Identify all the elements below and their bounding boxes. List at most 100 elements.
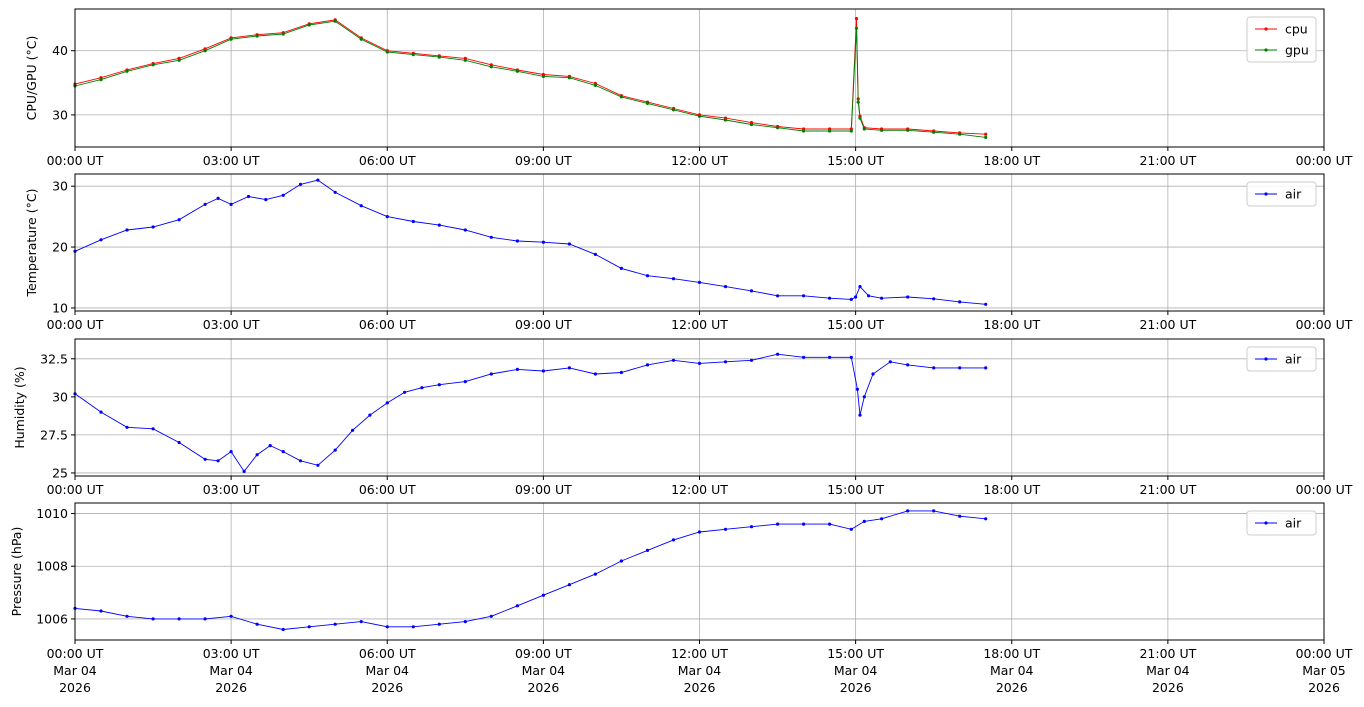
legend: air xyxy=(1246,181,1317,207)
data-point-air xyxy=(316,178,320,182)
y-tick-label: 25 xyxy=(52,465,68,480)
x-tick-date: Mar 04 xyxy=(522,663,566,678)
data-point-gpu xyxy=(862,127,866,131)
data-point-air xyxy=(541,369,546,373)
data-point-air xyxy=(932,366,936,370)
data-point-air xyxy=(411,625,415,629)
y-tick-label: 1010 xyxy=(36,506,68,521)
data-point-air xyxy=(776,522,780,526)
x-tick-year: 2026 xyxy=(1152,680,1184,695)
legend-marker-air xyxy=(1264,192,1268,196)
panel-1: 30 40 00:00 UT 03:00 UT 06:00 UT 09:00 UT 12:0… xyxy=(24,8,1353,168)
y-tick-label: 40 xyxy=(52,43,68,58)
data-point-air xyxy=(333,622,337,626)
data-point-gpu xyxy=(802,129,806,133)
data-point-gpu xyxy=(749,122,754,127)
x-tick-date: Mar 04 xyxy=(53,663,97,678)
x-tick-label: 06:00 UT xyxy=(359,482,416,497)
data-point-air xyxy=(515,604,520,608)
data-point-air xyxy=(749,289,754,293)
data-point-air xyxy=(229,614,233,618)
legend-label-cpu: cpu xyxy=(1285,22,1308,37)
data-point-air xyxy=(385,625,389,629)
x-tick-label: 15:00 UT xyxy=(827,153,884,168)
data-point-air xyxy=(437,223,441,227)
y-axis-label: CPU/GPU (°C) xyxy=(24,36,39,121)
x-tick-date: Mar 04 xyxy=(209,663,253,678)
x-tick-label: 06:00 UT xyxy=(359,646,416,661)
data-point-air xyxy=(828,296,832,300)
data-point-air xyxy=(593,572,598,576)
data-point-air xyxy=(645,548,650,553)
data-point-air xyxy=(567,583,572,587)
data-point-air xyxy=(958,300,962,304)
x-tick-label: 21:00 UT xyxy=(1139,646,1196,661)
data-point-air xyxy=(125,425,129,429)
data-point-air xyxy=(268,444,272,448)
data-point-air xyxy=(489,614,493,618)
data-point-air xyxy=(463,620,467,624)
data-point-gpu xyxy=(645,101,650,105)
data-point-air xyxy=(216,196,220,200)
legend-box xyxy=(1246,16,1317,63)
data-point-air xyxy=(849,297,853,301)
data-point-air xyxy=(671,538,676,542)
data-point-air xyxy=(984,302,988,306)
data-point-air xyxy=(359,620,363,624)
data-point-air xyxy=(463,228,467,232)
data-point-air xyxy=(177,440,181,445)
data-point-air xyxy=(880,517,884,521)
x-tick-year: 2026 xyxy=(59,680,91,695)
data-point-gpu xyxy=(255,34,259,38)
x-tick-label: 21:00 UT xyxy=(1139,317,1196,332)
panel-4: 1006 1008 1010 00:00 UT Mar 04 2026 03:00 UT Ma… xyxy=(9,502,1353,695)
data-point-gpu xyxy=(671,108,676,112)
y-tick-label: 1008 xyxy=(36,559,68,574)
x-tick-label: 18:00 UT xyxy=(983,482,1040,497)
data-point-air xyxy=(958,366,962,370)
data-point-gpu xyxy=(437,55,441,59)
legend-box xyxy=(1246,510,1317,536)
data-point-air xyxy=(802,522,806,526)
data-point-gpu xyxy=(932,130,936,134)
data-point-air xyxy=(858,413,862,417)
data-point-air xyxy=(151,225,155,229)
x-tick-label: 06:00 UT xyxy=(359,317,416,332)
data-point-air xyxy=(867,294,871,298)
data-point-air xyxy=(216,459,220,463)
x-tick-date: Mar 05 xyxy=(1302,663,1345,678)
series-line-air xyxy=(74,353,986,473)
data-point-gpu xyxy=(593,83,598,87)
x-tick-label: 18:00 UT xyxy=(983,317,1040,332)
data-point-air xyxy=(619,559,624,563)
data-point-air xyxy=(888,360,892,364)
x-tick-label: 12:00 UT xyxy=(671,646,728,661)
data-point-gpu xyxy=(229,37,233,41)
data-point-air xyxy=(871,372,875,376)
data-point-air xyxy=(697,530,702,534)
data-point-gpu xyxy=(984,135,988,139)
data-point-air xyxy=(723,360,728,364)
data-point-air xyxy=(854,295,858,299)
data-point-air xyxy=(567,366,572,370)
data-point-air xyxy=(802,355,806,359)
y-axis-label: Temperature (°C) xyxy=(24,189,39,298)
y-axis-label: Humidity (%) xyxy=(12,366,27,448)
x-tick-year: 2026 xyxy=(996,680,1028,695)
data-point-air xyxy=(958,514,962,518)
data-point-air xyxy=(567,242,572,246)
data-point-air xyxy=(619,266,624,270)
x-tick-label: 09:00 UT xyxy=(515,153,572,168)
data-point-gpu xyxy=(723,118,728,122)
x-tick-label: 15:00 UT xyxy=(827,482,884,497)
data-point-air xyxy=(385,401,389,405)
data-point-air xyxy=(932,297,936,301)
x-tick-label: 18:00 UT xyxy=(983,646,1040,661)
data-point-air xyxy=(177,617,181,621)
data-point-air xyxy=(99,410,103,414)
data-point-air xyxy=(906,295,910,299)
data-point-air xyxy=(515,239,520,243)
data-point-air xyxy=(255,453,259,457)
data-point-gpu xyxy=(385,50,389,54)
